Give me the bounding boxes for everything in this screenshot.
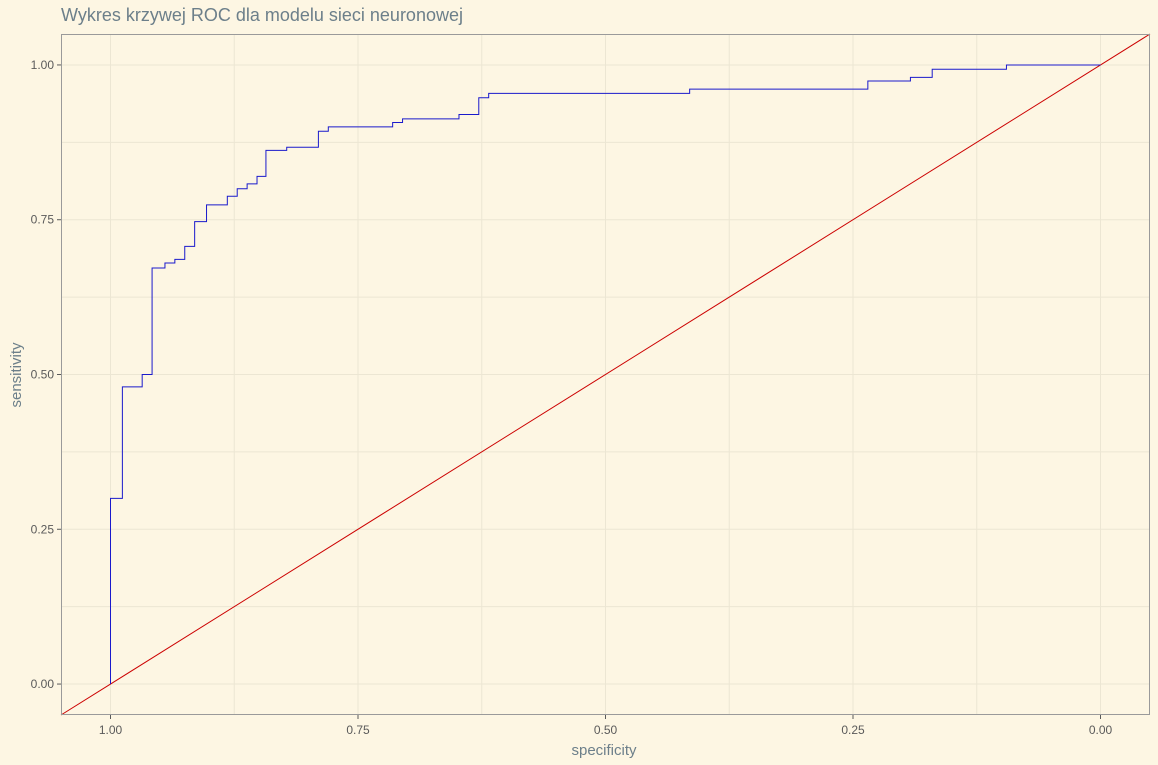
y-axis-title: sensitivity [8,342,25,408]
y-tick-label: 0.00 [31,677,55,691]
x-tick-label: 0.75 [346,723,370,737]
series-layer [60,33,1151,716]
y-tick-label: 0.75 [31,213,55,227]
x-axis-title: specificity [571,742,637,759]
x-tick-label: 0.50 [594,723,618,737]
x-tick-label: 0.25 [841,723,865,737]
x-tick-label: 0.00 [1089,723,1113,737]
chart-title: Wykres krzywej ROC dla modelu sieci neur… [61,5,463,25]
grid-lines [61,34,1150,715]
y-tick-label: 1.00 [31,58,55,72]
diagonal-reference-line [60,33,1151,716]
x-tick-label: 1.00 [99,723,123,737]
y-axis-ticks: 0.00 0.25 0.50 0.75 1.00 [31,58,61,691]
x-axis-ticks: 1.00 0.75 0.50 0.25 0.00 [99,715,1113,737]
y-tick-label: 0.50 [31,368,55,382]
y-tick-label: 0.25 [31,522,55,536]
panel-border [61,34,1150,715]
roc-curve [110,64,1101,685]
